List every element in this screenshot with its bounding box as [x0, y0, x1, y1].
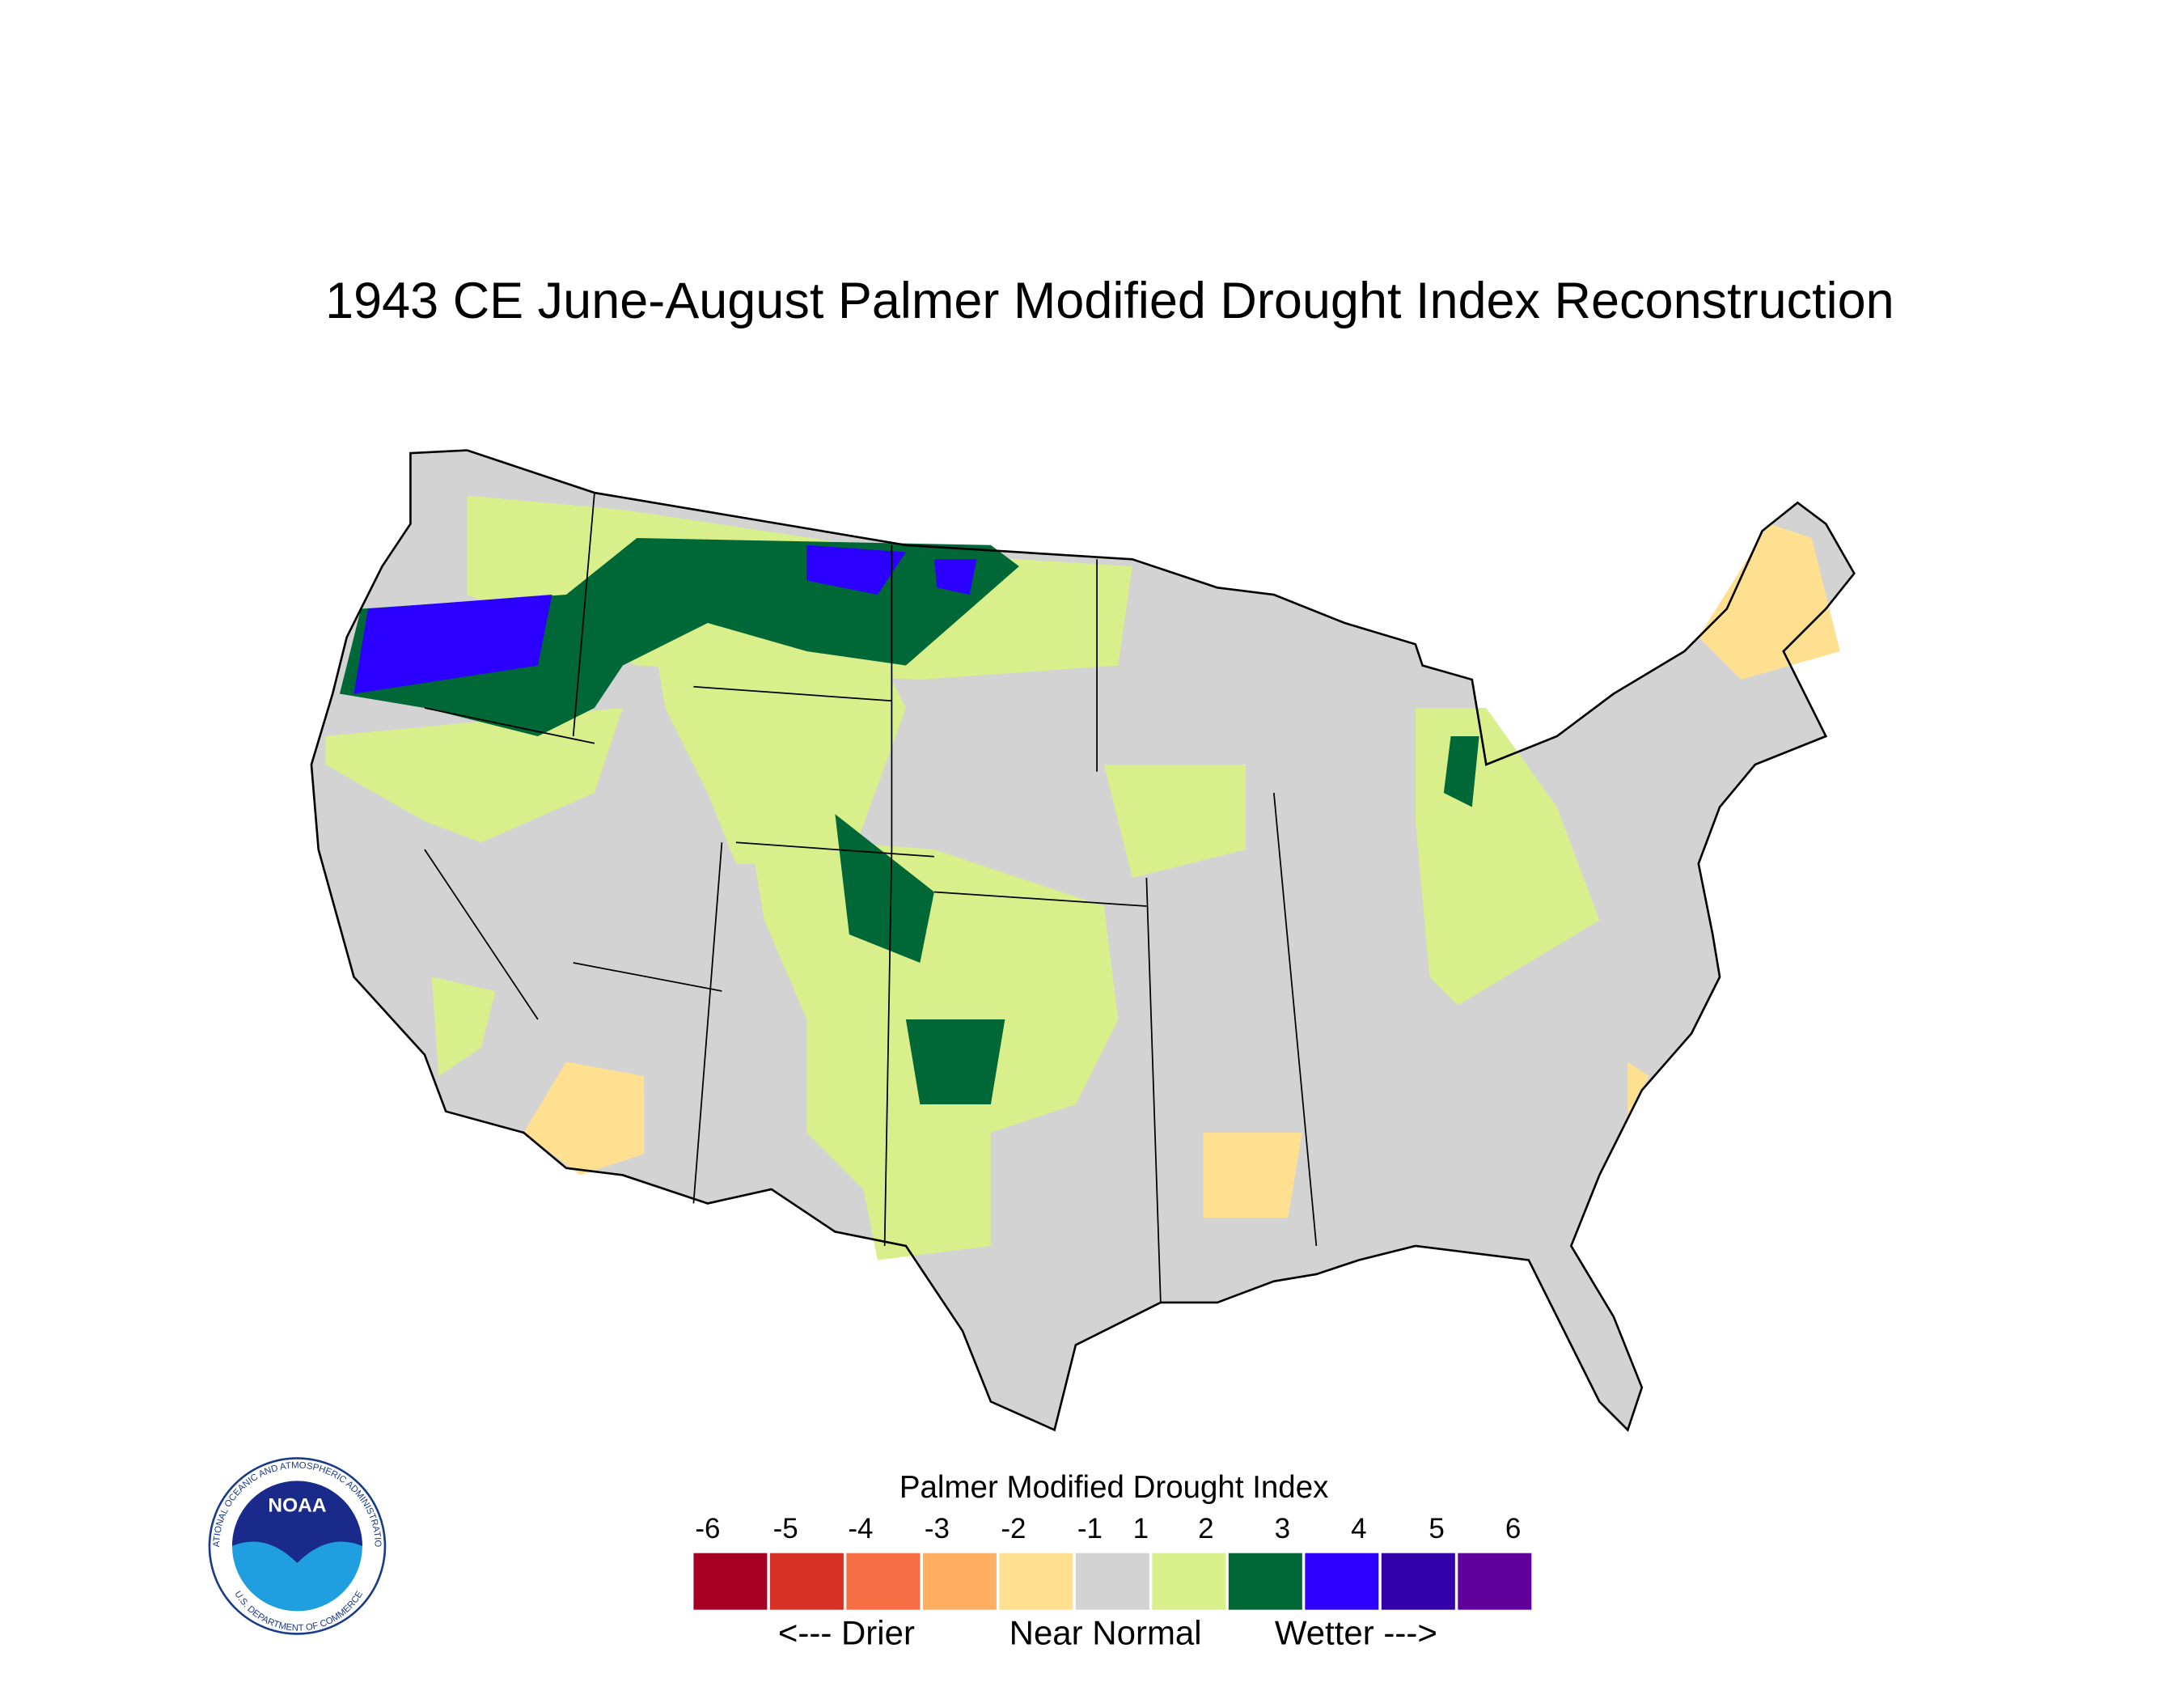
drought-region: [1203, 1132, 1302, 1218]
legend-caption: Wetter --->: [1275, 1613, 1437, 1651]
legend-swatch: [1228, 1553, 1302, 1610]
legend-swatch: [1458, 1553, 1532, 1610]
legend-title: Palmer Modified Drought Index: [899, 1470, 1328, 1505]
legend-tick-label: -4: [848, 1513, 873, 1544]
drought-region: [325, 708, 623, 843]
state-border: [735, 841, 934, 858]
state-border: [1145, 877, 1162, 1303]
legend: Palmer Modified Drought Index -6 -5 -4 -3 -2…: [693, 1470, 1532, 1651]
legend-tick-label: 4: [1351, 1513, 1366, 1544]
state-border: [693, 685, 892, 702]
legend-caption: <--- Drier: [778, 1613, 915, 1651]
legend-tick-label: 5: [1428, 1513, 1444, 1544]
drought-region: [353, 595, 552, 694]
legend-swatch: [769, 1553, 844, 1610]
state-border: [1272, 792, 1318, 1247]
legend-tick-label: 1: [1133, 1513, 1149, 1544]
us-border: [310, 449, 1856, 1432]
drought-region: [905, 1019, 1005, 1104]
state-border: [572, 492, 595, 737]
legend-swatch: [846, 1553, 921, 1610]
legend-tick-label: 3: [1275, 1513, 1290, 1544]
legend-tick-label: -5: [773, 1513, 798, 1544]
logo-name: NOAA: [268, 1494, 326, 1516]
legend-tick-label: -3: [925, 1513, 950, 1544]
legend-tick-label: 2: [1198, 1513, 1213, 1544]
drought-region: [1627, 1061, 1649, 1119]
drought-region: [933, 559, 977, 595]
drought-region: [431, 977, 496, 1076]
legend-swatch: [1305, 1553, 1379, 1610]
state-border: [933, 891, 1147, 907]
drought-region: [806, 544, 906, 595]
state-border: [573, 962, 722, 992]
state-border: [692, 842, 723, 1204]
state-border: [424, 849, 539, 1020]
drought-region: [1103, 765, 1246, 878]
legend-swatch: [1075, 1553, 1149, 1610]
map-title: 1943 CE June-August Palmer Modified Drou…: [325, 273, 1894, 329]
legend-swatch: [1152, 1553, 1226, 1610]
us-map: [310, 449, 1856, 1432]
logo-top: [231, 1481, 362, 1563]
drought-region: [1698, 523, 1840, 680]
legend-tick-label: -2: [1001, 1513, 1026, 1544]
legend-swatch: [999, 1553, 1073, 1610]
drought-region: [650, 623, 906, 864]
state-border: [424, 707, 595, 744]
legend-swatch: [922, 1553, 997, 1610]
legend-caption: Near Normal: [1009, 1613, 1202, 1651]
legend-swatch: [1381, 1553, 1455, 1610]
drought-region: [523, 1061, 645, 1176]
legend-swatch: [693, 1553, 768, 1610]
legend-tick-label: -1: [1077, 1513, 1103, 1544]
legend-tick-label: 6: [1505, 1513, 1521, 1544]
legend-tick-label: -6: [695, 1513, 720, 1544]
state-border: [883, 849, 893, 1246]
drought-region: [1443, 736, 1479, 807]
